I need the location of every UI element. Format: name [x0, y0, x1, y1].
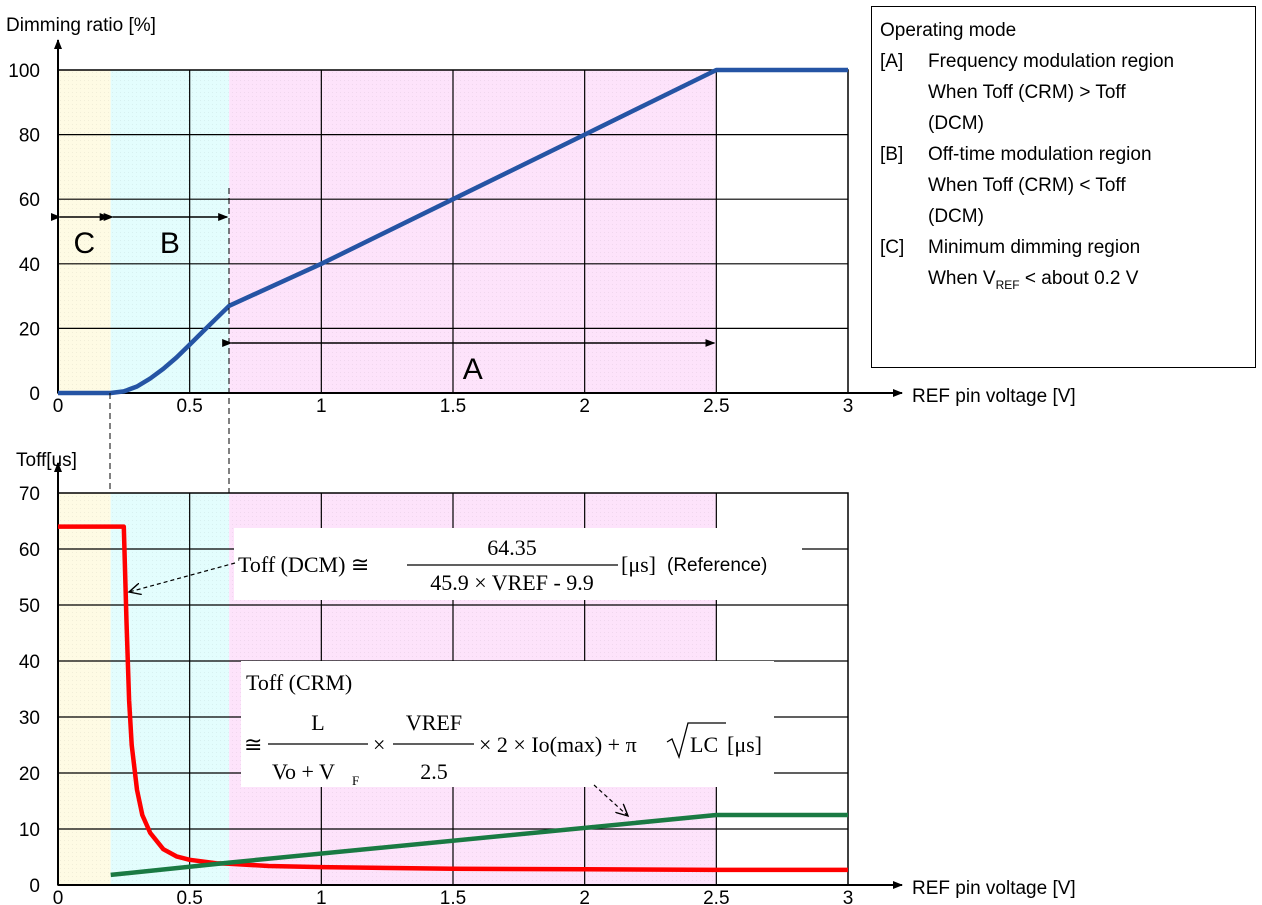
- region-markers: C B A: [51, 213, 716, 386]
- legend-tag: [A]: [880, 51, 904, 72]
- x-tick-label: 0: [53, 396, 64, 417]
- formula-lhs: Toff (DCM) ≅: [238, 552, 369, 577]
- y-tick-label: 40: [19, 255, 40, 276]
- formula-denominator: 45.9 × VREF - 9.9: [430, 570, 594, 595]
- legend-title: Operating mode: [880, 20, 1017, 41]
- legend-condition: When Toff (CRM) < Toff: [928, 175, 1126, 196]
- approx-sign: ≅: [244, 732, 262, 757]
- times-sign: ×: [373, 732, 385, 757]
- y-tick-label: 40: [19, 652, 40, 673]
- x-tick-label: 0: [53, 888, 64, 905]
- legend-condition: (DCM): [928, 113, 984, 134]
- legend-tag: [C]: [880, 237, 905, 258]
- sqrt-sign: [666, 722, 726, 760]
- dimming-chart: 0 0.5 1 1.5 2 2.5 3 0 20 40 60 80 100 Dimming ratio …: [6, 15, 1076, 417]
- fraction1-numerator: L: [311, 710, 324, 735]
- formula-line1: Toff (CRM): [246, 670, 352, 695]
- x-tick-label: 1.5: [440, 888, 466, 905]
- formula-box: [241, 661, 774, 787]
- legend-name: Minimum dimming region: [928, 237, 1141, 258]
- y-tick-label: 0: [29, 876, 40, 897]
- y-tick-label: 100: [8, 61, 40, 82]
- formula-unit: [μs]: [727, 732, 762, 757]
- x-tick-label: 1.5: [440, 396, 466, 417]
- operating-mode-legend: Operating mode [A] Frequency modulation r…: [871, 6, 1256, 368]
- formula-box: [234, 528, 802, 600]
- x-axis-label: REF pin voltage [V]: [912, 386, 1076, 407]
- legend-condition: (DCM): [928, 206, 984, 227]
- legend-item-a: [A] Frequency modulation region: [880, 46, 1255, 77]
- legend-name: Frequency modulation region: [928, 51, 1175, 72]
- fraction2-denominator: 2.5: [420, 759, 448, 784]
- legend-tag: [B]: [880, 144, 904, 165]
- formula-rest: × 2 × Io(max) + π: [479, 732, 637, 757]
- y-tick-label: 50: [19, 596, 40, 617]
- y-tick-label: 70: [19, 484, 40, 505]
- sqrt-content: LC: [690, 732, 718, 757]
- fraction1-subscript: F: [352, 773, 359, 788]
- x-tick-label: 1: [316, 888, 327, 905]
- toff-dcm-formula: Toff (DCM) ≅ 64.35 45.9 × VREF - 9.9 [μs…: [234, 528, 802, 600]
- y-axis-label: Toff[us]: [16, 450, 77, 471]
- tick-labels: 0 0.5 1 1.5 2 2.5 3 0 20 40 60 80 100: [8, 61, 853, 417]
- formula-note: (Reference): [667, 555, 767, 576]
- y-tick-label: 30: [19, 708, 40, 729]
- legend-item-b: [B] Off-time modulation region: [880, 139, 1255, 170]
- region-label: A: [463, 353, 483, 386]
- y-axis-label: Dimming ratio [%]: [6, 15, 156, 36]
- x-tick-label: 3: [843, 888, 854, 905]
- dimming-ratio-line: [58, 67, 848, 396]
- toff-crm-formula: Toff (CRM) ≅ L Vo + V F × VREF 2.5 × 2 ×…: [241, 661, 774, 788]
- toff-crm-line: [110, 812, 848, 878]
- legend-condition: When VREF < about 0.2 V: [928, 268, 1139, 292]
- crm-pointer-arrow: [593, 784, 628, 816]
- x-tick-label: 2: [579, 888, 590, 905]
- axes: [54, 462, 903, 889]
- legend-condition: When Toff (CRM) > Toff: [928, 82, 1126, 103]
- y-tick-label: 20: [19, 764, 40, 785]
- x-tick-label: 1: [316, 396, 327, 417]
- legend-item-c: [C] Minimum dimming region: [880, 232, 1255, 263]
- y-tick-label: 80: [19, 126, 40, 147]
- x-tick-label: 2: [579, 396, 590, 417]
- fraction1-denominator: Vo + V: [272, 759, 335, 784]
- y-tick-label: 60: [19, 540, 40, 561]
- formula-numerator: 64.35: [487, 535, 537, 560]
- fraction2-numerator: VREF: [406, 710, 462, 735]
- x-axis-label: REF pin voltage [V]: [912, 878, 1076, 899]
- x-tick-label: 3: [843, 396, 854, 417]
- y-tick-label: 0: [29, 384, 40, 405]
- x-tick-label: 2.5: [703, 888, 729, 905]
- y-tick-label: 10: [19, 820, 40, 841]
- formula-unit: [μs]: [621, 552, 656, 577]
- y-tick-label: 60: [19, 190, 40, 211]
- region-label: B: [160, 227, 180, 260]
- region-label: C: [73, 227, 95, 260]
- y-tick-label: 20: [19, 319, 40, 340]
- dcm-pointer-arrow: [129, 562, 236, 592]
- toff-dcm-line: [58, 524, 848, 873]
- x-tick-label: 0.5: [176, 396, 202, 417]
- x-tick-label: 0.5: [176, 888, 202, 905]
- x-tick-label: 2.5: [703, 396, 729, 417]
- legend-name: Off-time modulation region: [928, 144, 1152, 165]
